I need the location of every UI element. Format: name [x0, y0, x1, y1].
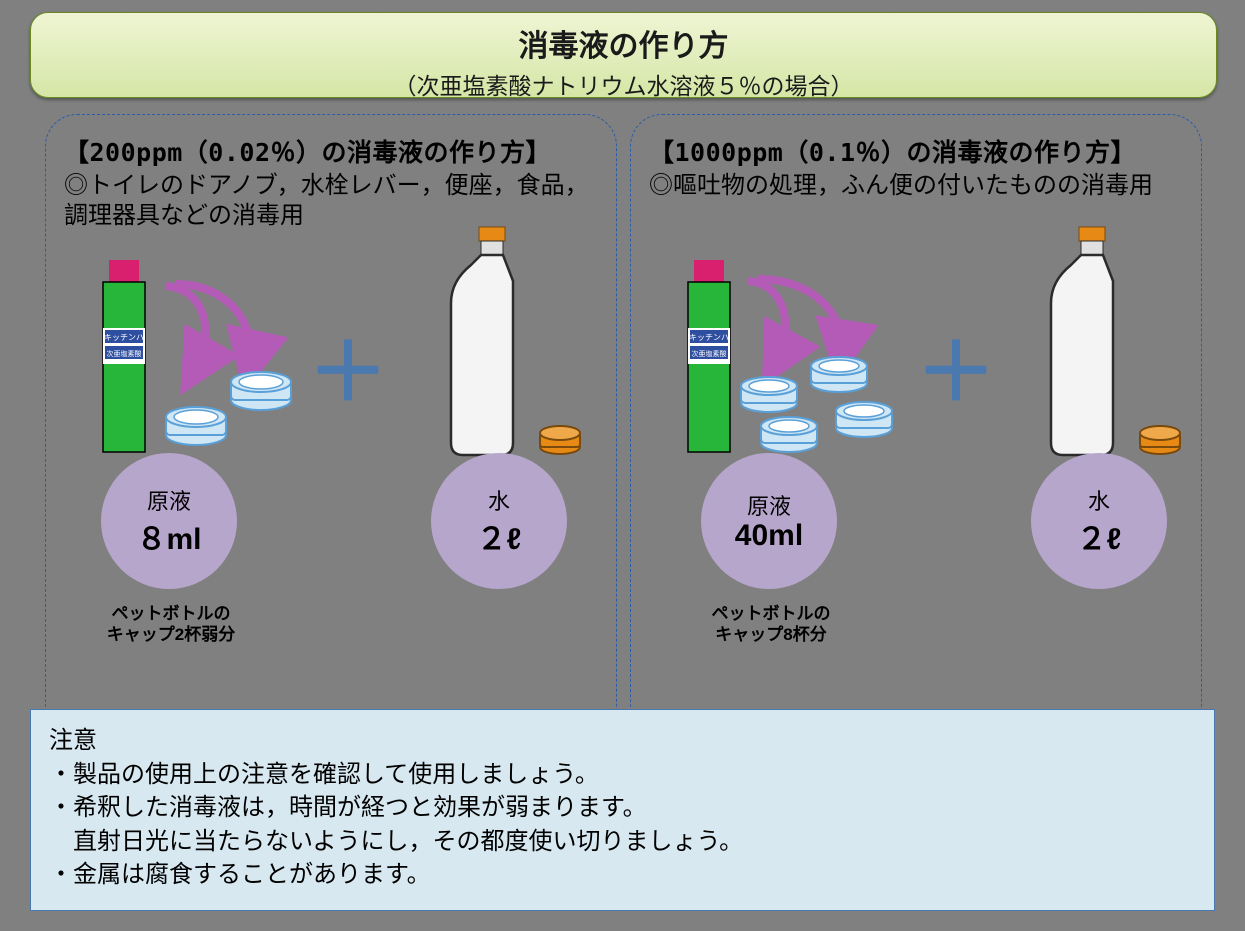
notes-heading: 注意	[49, 724, 1196, 758]
panel-desc: ◎嘔吐物の処理，ふん便の付いたものの消毒用	[649, 171, 1183, 201]
plus-icon: ＋	[308, 333, 388, 413]
caps-note: ペットボトルの キャップ8杯分	[681, 603, 861, 646]
notes-line: ・金属は腐食することがあります。	[49, 858, 1196, 892]
bottle-cap-icon	[161, 403, 231, 449]
panel-desc: ◎トイレのドアノブ，水栓レバー，便座，食品，調理器具などの消毒用	[64, 171, 598, 231]
small-cap-icon	[536, 423, 584, 457]
bottle-cap-icon	[756, 413, 822, 457]
small-cap-icon	[1136, 423, 1184, 457]
water-amount-circle: 水 ２ℓ	[431, 453, 567, 589]
notes-box: 注意 ・製品の使用上の注意を確認して使用しましょう。 ・希釈した消毒液は，時間が…	[30, 709, 1215, 911]
diagram-stage: キッチンハ 次亜塩素酸 ＋ 原液 ８ml 水 ２ℓ ペッ	[46, 263, 616, 563]
panel-title: 【1000ppm（0.1％）の消毒液の作り方】	[649, 133, 1201, 169]
bottle-cap-icon	[226, 368, 296, 414]
stock-amount-circle: 原液 ８ml	[101, 453, 237, 589]
svg-text:キッチンハ: キッチンハ	[104, 333, 144, 342]
svg-text:キッチンハ: キッチンハ	[689, 333, 729, 342]
water-amount: ２ℓ	[1077, 514, 1122, 558]
header: 消毒液の作り方 （次亜塩素酸ナトリウム水溶液５％の場合）	[30, 12, 1217, 98]
bottle-cap-icon	[831, 398, 897, 442]
notes-line: 直射日光に当たらないようにし，その都度使い切りましょう。	[49, 825, 1196, 859]
water-label: 水	[1088, 484, 1110, 516]
notes-line: ・製品の使用上の注意を確認して使用しましょう。	[49, 758, 1196, 792]
water-amount-circle: 水 ２ℓ	[1031, 453, 1167, 589]
stock-amount: ８ml	[136, 514, 201, 558]
bottle-cap-icon	[736, 373, 802, 417]
diagram-stage: キッチンハ 次亜塩素酸 ＋ 原液 40ml 水 ２ℓ ペットボトルの キャッ	[631, 263, 1201, 563]
caps-note: ペットボトルの キャップ2杯弱分	[81, 603, 261, 646]
stock-amount: 40ml	[735, 519, 803, 553]
stock-amount-circle: 原液 40ml	[701, 453, 837, 589]
page-title: 消毒液の作り方	[31, 21, 1216, 65]
water-label: 水	[488, 484, 510, 516]
notes-line: ・希釈した消毒液は，時間が経つと効果が弱まります。	[49, 791, 1196, 825]
svg-text:次亜塩素酸: 次亜塩素酸	[692, 349, 727, 358]
panel-200ppm: 【200ppm（0.02％）の消毒液の作り方】 ◎トイレのドアノブ，水栓レバー，…	[45, 114, 617, 736]
bottle-cap-icon	[806, 353, 872, 397]
svg-text:次亜塩素酸: 次亜塩素酸	[107, 349, 142, 358]
page-subtitle: （次亜塩素酸ナトリウム水溶液５％の場合）	[31, 67, 1216, 101]
plus-icon: ＋	[916, 333, 996, 413]
stock-label: 原液	[747, 489, 791, 521]
stock-label: 原液	[147, 484, 191, 516]
water-amount: ２ℓ	[477, 514, 522, 558]
panel-title: 【200ppm（0.02％）の消毒液の作り方】	[64, 133, 616, 169]
panel-1000ppm: 【1000ppm（0.1％）の消毒液の作り方】 ◎嘔吐物の処理，ふん便の付いたも…	[630, 114, 1202, 736]
